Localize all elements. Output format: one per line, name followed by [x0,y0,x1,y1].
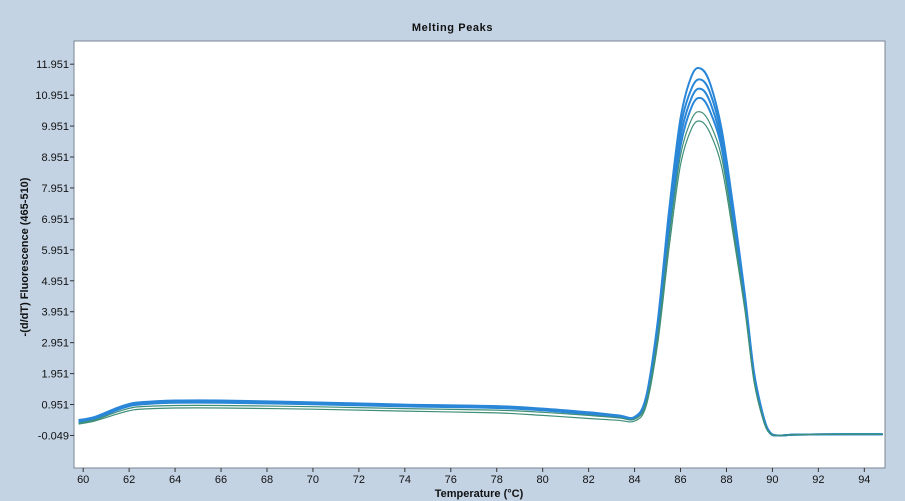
x-tick-label: 64 [169,474,181,486]
x-tick-label: 92 [812,474,824,486]
x-tick-label: 70 [307,474,319,486]
y-tick-label: 11.951 [36,59,69,71]
y-tick-label: 6.951 [41,214,69,226]
y-tick-label: 10.951 [35,90,69,102]
y-axis-label: -(d/dT) Fluorescence (465-510) [19,177,31,336]
x-tick-label: 74 [399,474,411,486]
x-tick-label: 88 [720,474,732,486]
plot-area [73,40,886,469]
y-tick-label: 8.951 [41,152,69,164]
x-axis-label: Temperature (°C) [435,488,524,500]
y-tick-label: 0.951 [41,400,69,412]
x-tick-label: 78 [491,474,503,486]
x-axis: 60 62 64 66 68 70 72 74 76 78 80 82 84 86 88 90 92 94 [77,468,870,486]
melt-curve-line [78,120,883,437]
x-tick-label: 94 [858,474,870,486]
y-tick-label: 5.951 [41,245,69,257]
x-tick-label: 82 [583,474,595,486]
x-tick-label: 84 [628,474,640,486]
x-tick-label: 62 [123,474,135,486]
x-tick-label: 68 [261,474,273,486]
x-tick-label: 76 [445,474,457,486]
y-axis: -0.049 0.951 1.951 2.951 3.951 4.951 5.951 6.95… [35,59,74,442]
x-tick-label: 72 [353,474,365,486]
x-tick-label: 90 [766,474,778,486]
chart-title: Melting Peaks [411,22,494,34]
x-tick-label: 60 [77,474,89,486]
y-tick-label: 2.951 [41,338,69,350]
x-tick-label: 66 [215,474,227,486]
y-tick-label: 4.951 [41,276,69,288]
series-group [78,66,883,437]
y-tick-label: 7.951 [41,183,69,195]
x-tick-label: 80 [537,474,549,486]
y-tick-label: 1.951 [41,369,69,381]
x-tick-label: 86 [674,474,686,486]
y-tick-label: 9.951 [41,121,69,133]
y-tick-label: 3.951 [41,307,69,319]
y-tick-label: -0.049 [38,430,69,442]
